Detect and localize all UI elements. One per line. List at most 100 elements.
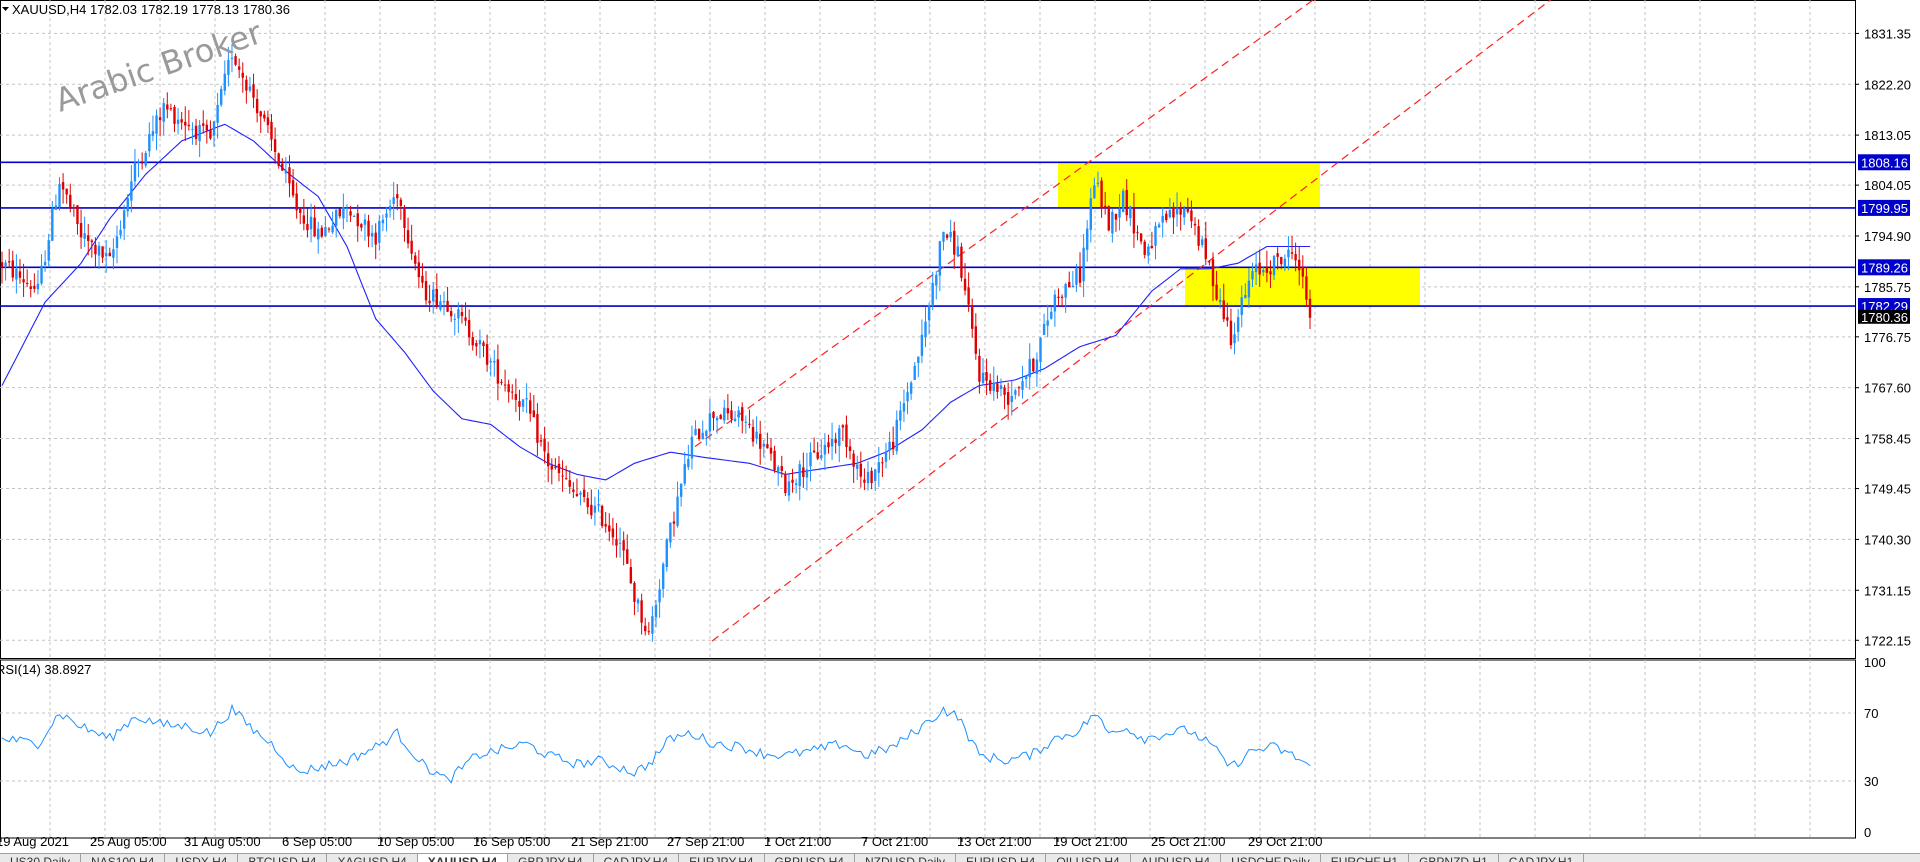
- candle-body: [715, 417, 719, 421]
- candle-body: [1186, 208, 1190, 212]
- candle-body: [105, 253, 108, 257]
- chart-tab[interactable]: GBPNZD,H1: [1409, 854, 1499, 862]
- current-price-tag: [1858, 309, 1910, 324]
- chart-tab[interactable]: BTCUSD,H4: [238, 854, 328, 862]
- candle-body: [446, 300, 449, 312]
- candle-body: [313, 217, 316, 237]
- chart-tab[interactable]: OILUSD,H4: [1046, 854, 1131, 862]
- chart-tab[interactable]: NZDUSD,Daily: [855, 854, 956, 862]
- candle-body: [726, 408, 730, 414]
- candle-body: [514, 394, 518, 400]
- candle-body: [306, 224, 309, 231]
- chart-tab[interactable]: GBPJPY,H4: [508, 854, 594, 862]
- candle-body: [945, 234, 949, 238]
- candle-body: [690, 436, 694, 459]
- chart-tab[interactable]: XAUUSD,H4: [417, 854, 509, 862]
- candle-body: [798, 464, 801, 487]
- candle-body: [593, 505, 597, 513]
- symbol-label: XAUUSD,H4: [12, 2, 86, 17]
- chart-tab[interactable]: XAGUSD,H4: [327, 854, 418, 862]
- chart-tab[interactable]: EURUSD,H4: [956, 854, 1047, 862]
- chart-tab[interactable]: EURJPY,H4: [679, 854, 765, 862]
- candle-body: [658, 589, 661, 603]
- candle-body: [87, 235, 90, 242]
- candle-body: [1064, 284, 1067, 298]
- candle-body: [1157, 224, 1161, 228]
- candle-body: [863, 479, 866, 483]
- candle-body: [1276, 253, 1279, 257]
- chart-tab[interactable]: US30,Daily: [0, 854, 82, 862]
- candle-body: [1068, 282, 1071, 288]
- chart-tab[interactable]: USDX,H4: [165, 854, 239, 862]
- candle-body: [496, 359, 500, 384]
- candle-body: [1301, 266, 1305, 277]
- candle-body: [550, 465, 553, 470]
- candle-body: [295, 193, 298, 211]
- candle-body: [561, 475, 564, 477]
- candle-body: [1287, 249, 1290, 258]
- candle-body: [1298, 259, 1301, 271]
- chart-tab[interactable]: AUDUSD,H4: [1131, 854, 1222, 862]
- candle-body: [381, 219, 385, 224]
- time-tick-label: 16 Sep 05:00: [473, 834, 550, 849]
- candle-body: [992, 382, 995, 392]
- candle-body: [521, 399, 525, 407]
- candle-body: [1218, 299, 1222, 303]
- time-tick-label: 31 Aug 05:00: [184, 834, 261, 849]
- chart-tab[interactable]: EURCHF,H1: [1321, 854, 1410, 862]
- candle-body: [1183, 208, 1186, 218]
- candle-body: [823, 444, 827, 455]
- candle-body: [669, 522, 672, 543]
- candle-body: [396, 194, 399, 199]
- candle-body: [1046, 320, 1049, 326]
- level-tag-label: 1789.26: [1861, 260, 1908, 275]
- zone-rect[interactable]: [1058, 162, 1320, 208]
- candle-body: [881, 462, 884, 464]
- candle-body: [741, 407, 744, 421]
- candle-body: [471, 337, 474, 346]
- time-tick-label: 19 Oct 21:00: [1053, 834, 1127, 849]
- candle-body: [392, 197, 395, 204]
- close-value: 1780.36: [243, 2, 290, 17]
- candle-body: [884, 451, 888, 462]
- rsi-panel-border: [0, 659, 1856, 839]
- candle-body: [503, 384, 507, 386]
- candle-body: [848, 446, 852, 451]
- candle-body: [636, 599, 640, 604]
- channel-line[interactable]: [711, 0, 1555, 642]
- candle-body: [683, 464, 686, 484]
- chart-tab[interactable]: USDCHF,Daily: [1221, 854, 1321, 862]
- price-tick-label: 1831.35: [1864, 26, 1911, 41]
- chart-tab[interactable]: NAS100,H4: [81, 854, 166, 862]
- chart-tab[interactable]: CADJPY,H4: [594, 854, 680, 862]
- candle-body: [924, 321, 927, 338]
- candle-body: [888, 441, 891, 451]
- candle-body: [787, 481, 791, 496]
- chart-tab[interactable]: GBPUSD,H4: [765, 854, 855, 862]
- trend-channel[interactable]: [694, 0, 1555, 642]
- candle-body: [748, 423, 751, 425]
- candle-body: [302, 215, 306, 224]
- candle-body: [1129, 206, 1132, 219]
- candle-body: [1200, 239, 1204, 245]
- candle-body: [564, 478, 568, 480]
- candle-body: [485, 344, 489, 365]
- candle-body: [43, 261, 47, 266]
- candle-body: [590, 504, 593, 516]
- candle-body: [25, 282, 29, 285]
- candle-body: [460, 312, 464, 317]
- channel-line[interactable]: [694, 0, 1318, 448]
- candle-body: [115, 236, 119, 249]
- candle-body: [457, 309, 460, 319]
- candle-body: [1028, 359, 1031, 378]
- candle-body: [942, 231, 945, 242]
- candle-body: [575, 493, 579, 497]
- candle-body: [421, 275, 424, 283]
- time-tick-label: 21 Sep 21:00: [571, 834, 648, 849]
- candle-body: [618, 542, 622, 544]
- candle-body: [1060, 296, 1064, 298]
- chart-tab[interactable]: CADJPY,H1: [1499, 854, 1585, 862]
- menu-triangle-icon[interactable]: [2, 7, 9, 11]
